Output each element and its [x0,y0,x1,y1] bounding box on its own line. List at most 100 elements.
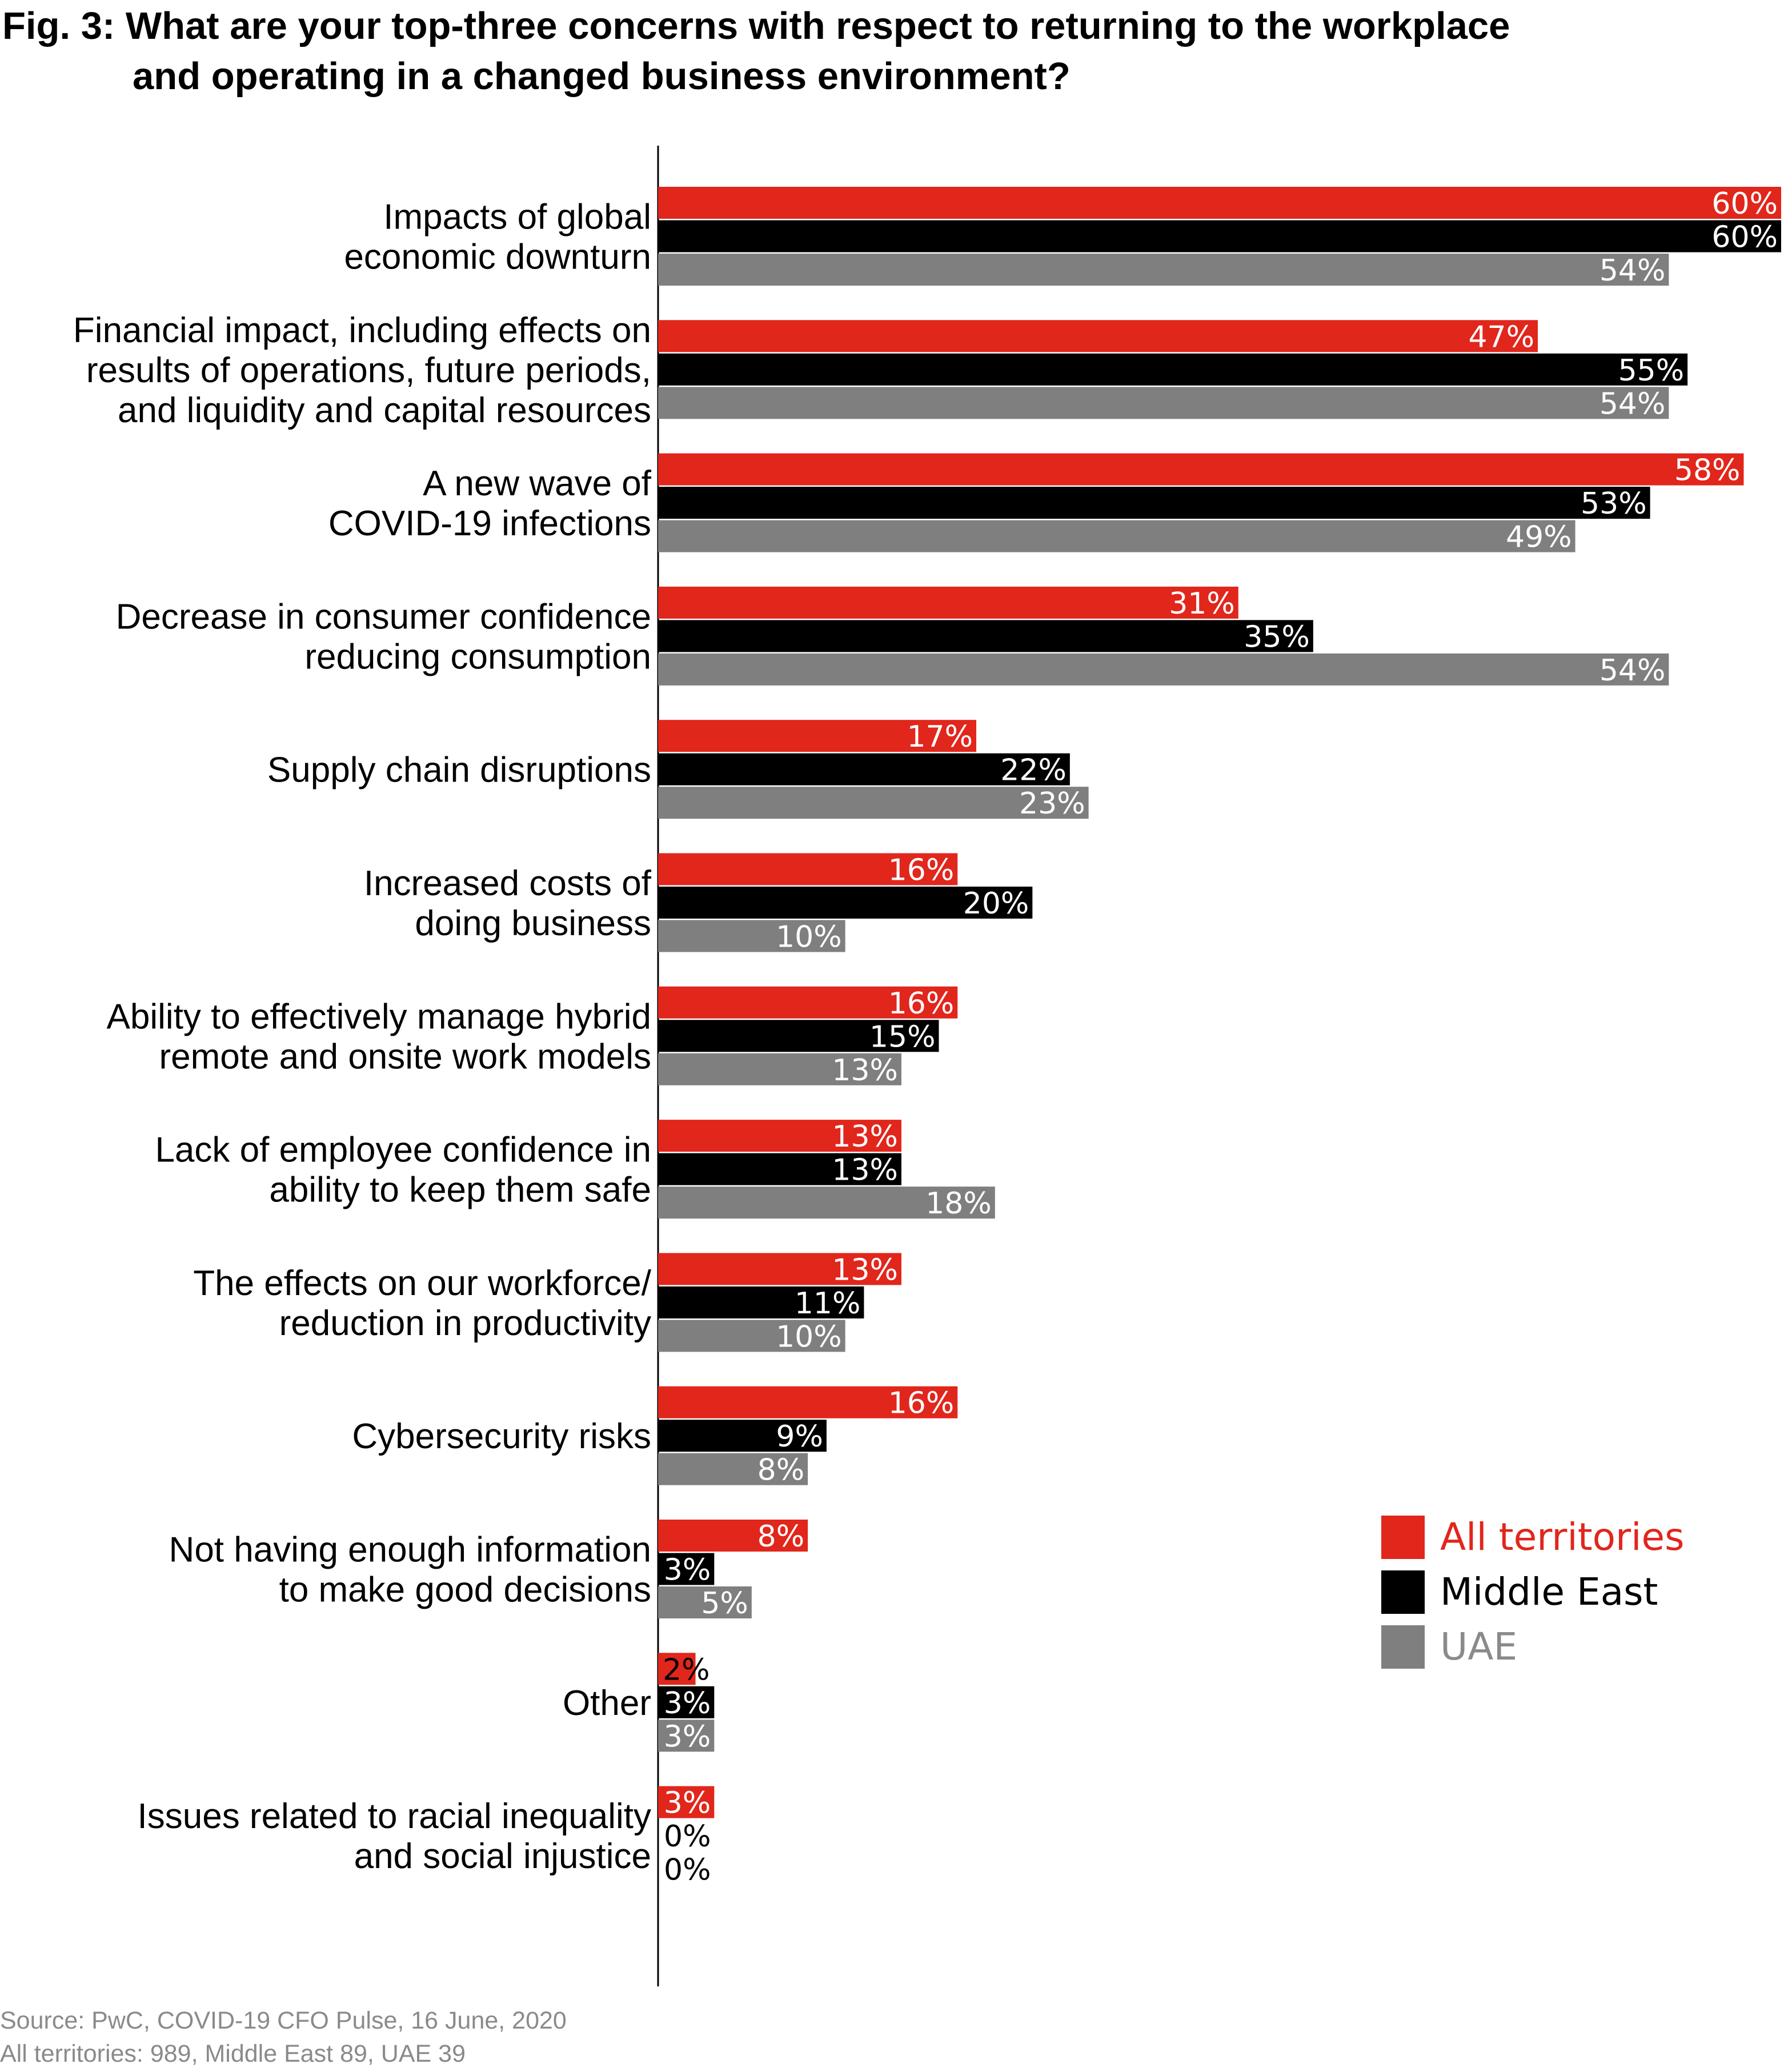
value-label-uae: 0% [664,1853,711,1887]
bar-middle-east [658,620,1313,652]
category-label: Financial impact, including effects on [73,311,651,350]
chart-title-line-1: Fig. 3: What are your top-three concerns… [2,5,1510,47]
bar-all-territories [658,1520,808,1552]
value-label-uae: 54% [1599,254,1666,288]
value-label-uae: 10% [776,1320,842,1354]
bar-uae [658,787,1089,819]
value-label-middle-east: 20% [963,887,1029,921]
category-label: remote and onsite work models [159,1037,651,1076]
value-label-uae: 23% [1019,787,1085,821]
value-label-all-territories: 13% [832,1120,898,1154]
value-label-all-territories: 16% [888,853,955,888]
legend-swatch-uae [1381,1625,1425,1669]
value-label-uae: 3% [664,1720,711,1754]
category-label: results of operations, future periods, [86,351,651,390]
value-label-uae: 18% [925,1187,992,1221]
category-label: Ability to effectively manage hybrid [107,997,651,1036]
bar-all-territories [658,320,1538,352]
category-label: and social injustice [354,1837,651,1876]
legend-swatch-middle-east [1381,1570,1425,1614]
bar-middle-east [658,1553,715,1585]
category-label: doing business [415,904,651,943]
bar-all-territories [658,1786,715,1818]
bar-uae [658,1720,715,1752]
bar-uae [658,1586,752,1618]
bar-all-territories [658,1386,958,1418]
bar-all-territories [658,453,1744,486]
value-label-middle-east: 15% [869,1020,936,1054]
value-label-middle-east: 11% [795,1287,861,1321]
value-label-all-territories: 2% [663,1653,710,1687]
bar-middle-east [658,487,1650,519]
bar-uae [658,387,1669,419]
bar-all-territories [658,1253,901,1285]
category-label: Issues related to racial inequality [138,1797,651,1836]
bar-uae [658,653,1669,686]
value-label-all-territories: 17% [907,720,973,754]
value-label-uae: 5% [701,1586,748,1621]
category-label: Impacts of global [383,198,651,237]
value-label-uae: 54% [1599,654,1666,688]
category-label: The effects on our workforce/ [193,1264,652,1303]
category-label: COVID-19 infections [328,504,651,543]
legend-label-all-territories: All territories [1440,1515,1684,1559]
category-label: Cybersecurity risks [352,1417,651,1456]
category-label: Not having enough information [169,1530,651,1570]
bar-uae [658,254,1669,286]
value-label-middle-east: 22% [1000,754,1067,788]
legend-label-middle-east: Middle East [1440,1570,1658,1614]
bar-uae [658,920,845,952]
bar-middle-east [658,220,1781,253]
bar-middle-east [658,1420,827,1452]
value-label-all-territories: 31% [1169,587,1235,621]
category-label: Supply chain disruptions [267,751,651,790]
category-label: A new wave of [423,464,652,503]
value-label-all-territories: 47% [1468,320,1534,354]
bar-middle-east [658,1020,939,1052]
value-label-uae: 13% [832,1053,898,1088]
category-label: economic downturn [344,238,651,277]
sample-size-line: All territories: 989, Middle East 89, UA… [0,2040,466,2067]
value-label-all-territories: 13% [832,1253,898,1287]
value-label-all-territories: 58% [1674,454,1741,488]
value-label-uae: 10% [776,920,842,955]
value-label-middle-east: 13% [832,1153,898,1188]
bar-all-territories [658,187,1781,219]
bar-all-territories [658,853,958,885]
value-label-middle-east: 3% [664,1686,711,1721]
bar-uae [658,1320,845,1352]
value-label-middle-east: 9% [776,1420,823,1454]
bar-uae [658,520,1575,552]
legend-swatch-all-territories [1381,1516,1425,1559]
value-label-all-territories: 16% [888,1386,955,1421]
value-label-uae: 8% [757,1453,805,1488]
legend-label-uae: UAE [1440,1625,1517,1669]
bar-all-territories [658,1120,901,1152]
category-label: to make good decisions [279,1570,651,1610]
value-label-all-territories: 60% [1711,187,1778,221]
value-label-uae: 49% [1506,520,1572,555]
category-label: Other [563,1684,651,1723]
bar-all-territories [658,586,1238,619]
value-label-middle-east: 0% [664,1819,711,1854]
source-note: Source: PwC, COVID-19 CFO Pulse, 16 June… [0,2004,567,2070]
category-label: reducing consumption [304,637,651,676]
bar-middle-east [658,1286,864,1318]
bar-middle-east [658,887,1033,919]
source-line: Source: PwC, COVID-19 CFO Pulse, 16 June… [0,2007,567,2034]
bar-all-territories [658,720,977,752]
bar-all-territories [658,1653,696,1685]
category-label: Lack of employee confidence in [155,1131,651,1170]
bar-middle-east [658,353,1688,386]
bar-uae [658,1453,808,1485]
category-label: Decrease in consumer confidence [116,597,651,636]
value-label-middle-east: 35% [1244,620,1310,654]
value-label-all-territories: 16% [888,987,955,1021]
category-label: ability to keep them safe [269,1171,651,1210]
value-label-middle-east: 60% [1711,221,1778,255]
value-label-middle-east: 53% [1581,487,1647,521]
value-label-middle-east: 55% [1618,354,1685,388]
bar-middle-east [658,1686,715,1718]
bar-all-territories [658,986,958,1019]
chart-title-line-2: and operating in a changed business envi… [133,55,1071,98]
